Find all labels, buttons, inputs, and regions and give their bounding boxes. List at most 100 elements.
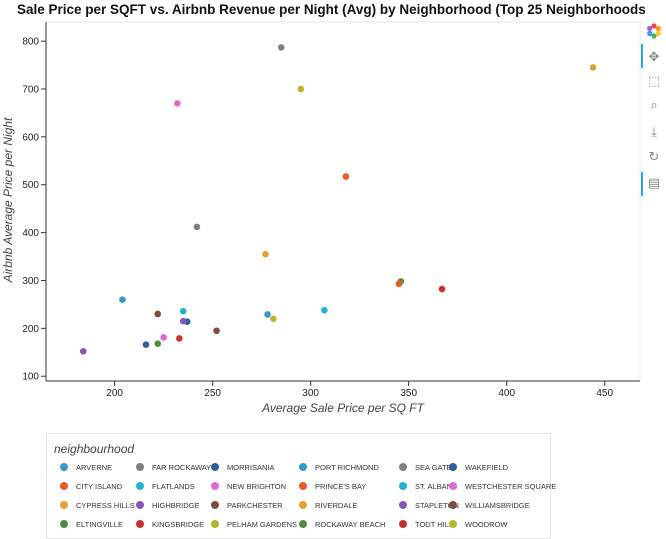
legend-item[interactable]: NEW BRIGHTON [211, 479, 286, 493]
legend-item[interactable]: SEA GATE [399, 460, 452, 474]
data-point[interactable] [154, 340, 162, 347]
data-point[interactable] [193, 223, 201, 231]
hover-icon[interactable]: ▤ [647, 175, 661, 191]
y-tick-label: 100 [22, 372, 39, 383]
y-tick-label: 800 [22, 37, 39, 48]
legend-item[interactable]: CITY ISLAND [60, 479, 122, 493]
data-point[interactable] [142, 341, 150, 348]
legend-swatch [449, 482, 457, 490]
data-point[interactable] [264, 311, 271, 318]
data-point[interactable] [589, 64, 597, 71]
legend-swatch [449, 463, 457, 471]
legend-swatch [60, 463, 68, 471]
legend-swatch [211, 501, 219, 509]
legend-item[interactable]: FAR ROCKAWAY [136, 460, 211, 474]
legend-label: STAPLETON [415, 500, 459, 510]
legend-label: WESTCHESTER SQUARE [465, 481, 557, 491]
box-zoom-icon[interactable]: ⬚ [647, 73, 661, 89]
x-tick-label: 250 [204, 388, 221, 399]
y-tick-label: 600 [22, 132, 39, 143]
legend-swatch [60, 520, 68, 528]
legend-item[interactable]: ARVERNE [60, 460, 112, 474]
data-point[interactable] [179, 307, 187, 315]
data-point[interactable] [395, 280, 403, 288]
legend-label: KINGSBRIDGE [152, 519, 205, 529]
legend-item[interactable]: TODT HILL [399, 517, 453, 531]
legend-swatch [60, 501, 68, 509]
legend-label: ELTINGVILLE [76, 519, 123, 529]
x-tick-label: 400 [498, 388, 515, 399]
data-point[interactable] [179, 317, 187, 325]
legend-item[interactable]: CYPRESS HILLS [60, 498, 135, 512]
legend-swatch [399, 501, 407, 509]
legend-swatch [211, 482, 219, 490]
legend-swatch [399, 463, 407, 471]
legend-item[interactable]: PELHAM GARDENS [211, 517, 297, 531]
legend-item[interactable]: STAPLETON [399, 498, 459, 512]
legend-item[interactable]: ST. ALBANS [399, 479, 457, 493]
data-point[interactable] [160, 334, 167, 341]
y-axis-ticks: 100 200 300 400 500 600 700 800 [22, 37, 46, 383]
legend-item[interactable]: WAKEFIELD [449, 460, 508, 474]
bokeh-logo-icon[interactable] [645, 22, 663, 40]
data-point[interactable] [174, 100, 181, 107]
chart-plot: 200 250 300 350 400 450 100 200 300 400 500 600 700… [1, 21, 641, 415]
data-point[interactable] [438, 285, 446, 293]
legend-item[interactable]: PRINCE'S BAY [299, 479, 366, 493]
legend-item[interactable]: PORT RICHMOND [299, 460, 379, 474]
legend-title: neighbourhood [54, 442, 135, 456]
data-point[interactable] [79, 348, 87, 355]
legend-swatch [60, 482, 68, 490]
legend-label: ST. ALBANS [415, 481, 458, 491]
data-point[interactable] [277, 44, 285, 51]
data-point[interactable] [297, 85, 305, 93]
legend-label: PELHAM GARDENS [227, 519, 298, 529]
save-icon[interactable]: ⤓ [651, 124, 657, 140]
wheel-zoom-icon[interactable]: ⌕ [650, 97, 658, 113]
legend-item[interactable]: ROCKAWAY BEACH [299, 517, 385, 531]
pan-icon[interactable]: ✥ [648, 49, 660, 65]
plot-frame [45, 21, 641, 382]
legend-swatch [299, 482, 307, 490]
legend-label: CITY ISLAND [76, 481, 123, 491]
legend-item[interactable]: PARKCHESTER [211, 498, 283, 512]
legend-item[interactable]: ELTINGVILLE [60, 517, 123, 531]
legend-label: MORRISANIA [227, 462, 275, 472]
legend-label: PARKCHESTER [227, 500, 283, 510]
legend-item[interactable]: MORRISANIA [211, 460, 275, 474]
legend-label: FAR ROCKAWAY [152, 462, 212, 472]
legend-label: TODT HILL [415, 519, 454, 529]
data-point[interactable] [321, 306, 328, 314]
y-tick-label: 200 [22, 324, 39, 335]
y-axis-label: Airbnb Average Price per Night [1, 117, 15, 283]
legend-item[interactable]: WESTCHESTER SQUARE [449, 479, 556, 493]
legend-item[interactable]: WILLIAMSBRIDGE [449, 498, 530, 512]
legend-item[interactable]: FLATLANDS [136, 479, 195, 493]
legend-item[interactable]: HIGHBRIDGE [136, 498, 200, 512]
legend-label: NEW BRIGHTON [227, 481, 287, 491]
active-tool-marker [641, 44, 643, 68]
legend-swatch [449, 501, 457, 509]
legend-item[interactable]: RIVERDALE [299, 498, 358, 512]
legend-label: HIGHBRIDGE [152, 500, 200, 510]
x-tick-label: 300 [302, 388, 319, 399]
data-point[interactable] [119, 296, 126, 303]
legend-item[interactable]: KINGSBRIDGE [136, 517, 204, 531]
legend-label: RIVERDALE [315, 500, 358, 510]
data-point[interactable] [270, 315, 277, 323]
legend-swatch [299, 463, 307, 471]
legend-label: WOODROW [465, 519, 508, 529]
data-point[interactable] [342, 173, 350, 180]
data-point[interactable] [176, 335, 183, 342]
reset-icon[interactable]: ↻ [648, 149, 660, 165]
legend-label: ARVERNE [76, 462, 113, 472]
data-point[interactable] [262, 250, 269, 258]
legend-swatch [399, 520, 407, 528]
x-axis-label: Average Sale Price per SQ FT [261, 401, 426, 415]
legend-item[interactable]: WOODROW [449, 517, 508, 531]
y-tick-label: 400 [22, 228, 39, 239]
data-point[interactable] [213, 327, 220, 335]
legend-label: WILLIAMSBRIDGE [465, 500, 530, 510]
active-tool-marker [641, 172, 643, 196]
data-point[interactable] [154, 310, 162, 318]
